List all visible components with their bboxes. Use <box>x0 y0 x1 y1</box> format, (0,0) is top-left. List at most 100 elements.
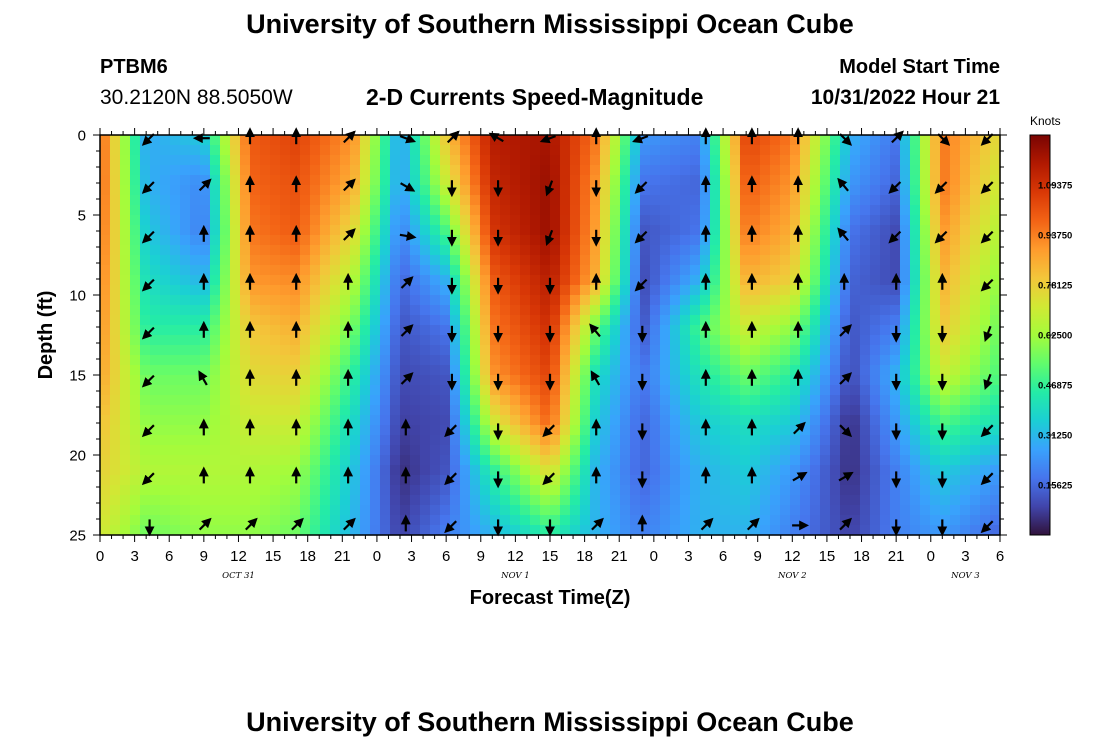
heatmap-cell <box>850 355 861 366</box>
heatmap-cell <box>550 495 561 506</box>
heatmap-cell <box>400 315 411 326</box>
heatmap-cell <box>150 315 161 326</box>
heatmap-cell <box>570 305 581 316</box>
heatmap-cell <box>950 525 961 536</box>
heatmap-cell <box>140 215 151 226</box>
heatmap-cell <box>290 405 301 416</box>
heatmap-cell <box>360 165 371 176</box>
heatmap-cell <box>920 175 931 186</box>
heatmap-cell <box>370 195 381 206</box>
heatmap-cell <box>580 345 591 356</box>
heatmap-cell <box>300 475 311 486</box>
heatmap-cell <box>640 435 651 446</box>
heatmap-cell <box>410 205 421 216</box>
heatmap-cell <box>210 315 221 326</box>
heatmap-cell <box>630 385 641 396</box>
heatmap-cell <box>600 435 611 446</box>
heatmap-cell <box>650 395 661 406</box>
heatmap-cell <box>320 405 331 416</box>
heatmap-cell <box>570 375 581 386</box>
heatmap-cell <box>560 195 571 206</box>
heatmap-cell <box>130 285 141 296</box>
heatmap-cell <box>150 385 161 396</box>
heatmap-cell <box>950 435 961 446</box>
heatmap-cell <box>730 215 741 226</box>
heatmap-cell <box>390 515 401 526</box>
heatmap-cell <box>660 255 671 266</box>
heatmap-cell <box>920 405 931 416</box>
heatmap-cell <box>800 315 811 326</box>
heatmap-cell <box>180 385 191 396</box>
heatmap-cell <box>830 335 841 346</box>
heatmap-cell <box>250 215 261 226</box>
heatmap-cell <box>650 515 661 526</box>
heatmap-cell <box>520 465 531 476</box>
heatmap-cell <box>370 325 381 336</box>
heatmap-cell <box>110 255 121 266</box>
heatmap-cell <box>880 175 891 186</box>
heatmap-cell <box>930 305 941 316</box>
heatmap-cell <box>780 175 791 186</box>
heatmap-cell <box>720 455 731 466</box>
heatmap-cell <box>730 485 741 496</box>
heatmap-cell <box>140 295 151 306</box>
heatmap-cell <box>830 495 841 506</box>
heatmap-cell <box>690 455 701 466</box>
heatmap-cell <box>760 425 771 436</box>
heatmap-cell <box>450 135 461 146</box>
heatmap-cell <box>730 245 741 256</box>
heatmap-cell <box>430 305 441 316</box>
heatmap-cell <box>940 385 951 396</box>
heatmap-cell <box>790 245 801 256</box>
heatmap-cell <box>300 305 311 316</box>
heatmap-cell <box>730 295 741 306</box>
heatmap-cell <box>830 255 841 266</box>
heatmap-cell <box>500 305 511 316</box>
heatmap-cell <box>120 185 131 196</box>
heatmap-cell <box>620 525 631 536</box>
heatmap-cell <box>690 305 701 316</box>
heatmap-cell <box>920 515 931 526</box>
heatmap-cell <box>130 415 141 426</box>
heatmap-cell <box>860 195 871 206</box>
heatmap-cell <box>180 525 191 536</box>
heatmap-cell <box>120 405 131 416</box>
heatmap-cell <box>440 495 451 506</box>
heatmap-cell <box>640 345 651 356</box>
heatmap-cell <box>160 135 171 146</box>
heatmap-cell <box>770 305 781 316</box>
heatmap-cell <box>250 325 261 336</box>
heatmap-cell <box>360 495 371 506</box>
heatmap-cell <box>990 265 1001 276</box>
heatmap-cell <box>590 495 601 506</box>
heatmap-cell <box>700 265 711 276</box>
heatmap-cell <box>490 305 501 316</box>
heatmap-cell <box>710 225 721 236</box>
heatmap-cell <box>900 345 911 356</box>
heatmap-cell <box>380 435 391 446</box>
heatmap-cell <box>200 245 211 256</box>
heatmap-cell <box>520 355 531 366</box>
heatmap-cell <box>310 385 321 396</box>
heatmap-cell <box>410 335 421 346</box>
heatmap-cell <box>710 425 721 436</box>
heatmap-cell <box>590 305 601 316</box>
heatmap-cell <box>390 425 401 436</box>
heatmap-cell <box>660 385 671 396</box>
heatmap-cell <box>640 215 651 226</box>
heatmap-cell <box>210 425 221 436</box>
heatmap-cell <box>970 505 981 516</box>
heatmap-cell <box>130 495 141 506</box>
heatmap-cell <box>190 235 201 246</box>
heatmap-cell <box>140 205 151 216</box>
heatmap-cell <box>770 165 781 176</box>
heatmap-cell <box>920 135 931 146</box>
heatmap-cell <box>420 245 431 256</box>
heatmap-cell <box>170 285 181 296</box>
heatmap-cell <box>620 335 631 346</box>
current-vector-arrow <box>888 181 902 194</box>
heatmap-cell <box>430 385 441 396</box>
heatmap-cell <box>100 255 111 266</box>
heatmap-cell <box>100 285 111 296</box>
heatmap-cell <box>310 295 321 306</box>
